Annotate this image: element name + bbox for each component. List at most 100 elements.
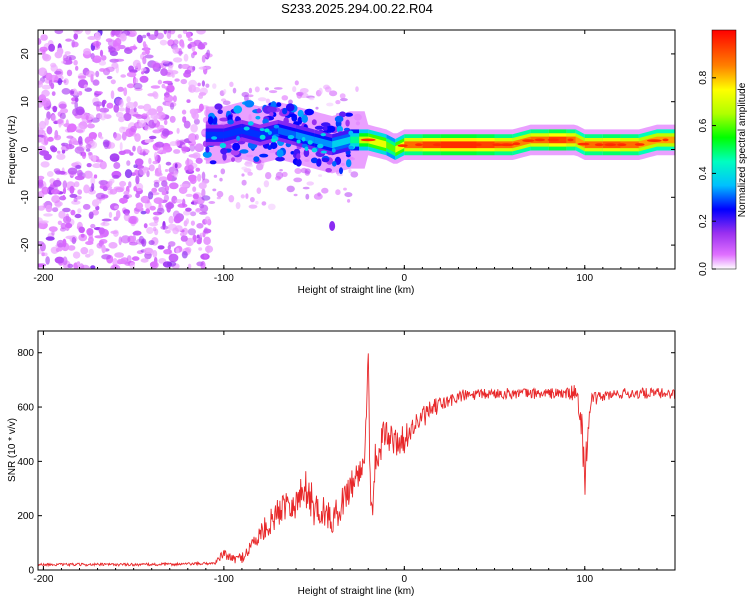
noise-speckle <box>119 197 128 204</box>
noise-speckle <box>188 133 197 142</box>
bright-blob <box>320 150 327 154</box>
noise-speckle <box>73 181 80 188</box>
noise-speckle <box>257 97 267 102</box>
noise-speckle <box>102 99 107 105</box>
bright-blob <box>317 143 324 149</box>
noise-speckle <box>255 200 259 205</box>
noise-speckle <box>83 84 88 89</box>
bright-blob <box>307 140 313 145</box>
noise-speckle <box>67 245 76 251</box>
noise-speckle <box>137 105 145 109</box>
noise-speckle <box>85 253 91 258</box>
turbulent-blob <box>334 115 344 123</box>
noise-speckle <box>169 182 179 190</box>
noise-speckle <box>187 164 194 172</box>
noise-speckle <box>339 93 346 99</box>
noise-speckle <box>157 245 165 250</box>
noise-speckle <box>48 78 53 87</box>
noise-speckle <box>201 80 205 87</box>
noise-speckle <box>186 31 191 39</box>
noise-speckle <box>88 132 98 139</box>
noise-speckle <box>133 186 138 192</box>
noise-speckle <box>38 80 43 85</box>
snr-content <box>38 353 675 568</box>
noise-speckle <box>66 55 76 61</box>
ridge-band-core <box>350 136 360 144</box>
noise-speckle <box>110 90 115 99</box>
noise-speckle <box>195 167 201 172</box>
noise-speckle <box>142 34 147 39</box>
noise-speckle <box>336 173 344 177</box>
noise-speckle <box>173 170 178 178</box>
ridge-band-core <box>205 131 224 139</box>
noise-speckle <box>41 97 51 107</box>
turbulent-blob <box>205 146 210 153</box>
noise-speckle <box>42 202 47 208</box>
noise-speckle <box>294 168 302 174</box>
noise-speckle <box>95 70 100 78</box>
noise-speckle <box>57 220 63 225</box>
noise-speckle <box>58 103 67 109</box>
turbulent-blob <box>207 116 214 125</box>
noise-speckle <box>168 253 179 263</box>
noise-speckle <box>39 220 49 224</box>
noise-speckle <box>123 190 130 196</box>
bright-blob <box>320 133 326 137</box>
ridge-peak <box>547 138 560 142</box>
noise-speckle <box>56 153 66 160</box>
bright-blob <box>348 145 354 150</box>
noise-speckle <box>45 204 53 213</box>
noise-speckle <box>203 253 208 259</box>
noise-speckle <box>199 232 203 238</box>
noise-speckle <box>127 194 133 198</box>
bright-blob <box>211 136 218 140</box>
noise-speckle <box>293 193 298 197</box>
noise-speckle <box>40 161 50 168</box>
noise-speckle <box>99 68 106 72</box>
turbulent-blob <box>276 102 282 107</box>
noise-speckle <box>158 186 167 193</box>
noise-speckle <box>134 133 141 142</box>
noise-speckle <box>38 102 44 108</box>
noise-speckle <box>78 263 85 269</box>
noise-speckle <box>148 191 154 200</box>
noise-speckle <box>43 213 53 217</box>
noise-speckle <box>90 176 96 186</box>
noise-speckle <box>212 188 217 192</box>
noise-speckle <box>144 124 149 132</box>
noise-speckle <box>216 196 221 200</box>
noise-speckle <box>78 226 85 233</box>
colorbar: 0.0 0.2 0.4 0.6 0.8 Normalized spectral ampl… <box>698 29 748 276</box>
turbulent-blob <box>344 112 353 117</box>
noise-speckle <box>181 42 185 48</box>
noise-speckle <box>114 58 125 62</box>
noise-speckle <box>318 87 323 95</box>
noise-speckle <box>179 232 185 236</box>
noise-speckle <box>123 112 132 122</box>
noise-speckle <box>135 202 144 210</box>
noise-speckle <box>124 211 130 216</box>
ridge-peak <box>512 142 521 146</box>
noise-speckle <box>141 71 145 75</box>
noise-speckle <box>47 136 54 142</box>
noise-speckle <box>69 193 78 198</box>
noise-speckle <box>57 78 63 86</box>
noise-speckle <box>185 159 194 167</box>
noise-speckle <box>248 204 258 209</box>
noise-speckle <box>38 137 42 143</box>
y-tick-label: 20 <box>20 48 31 60</box>
noise-speckle <box>39 242 46 252</box>
noise-speckle <box>105 66 115 73</box>
noise-speckle <box>143 247 153 254</box>
noise-speckle <box>143 223 148 229</box>
turbulent-blob <box>303 149 310 157</box>
noise-speckle <box>95 91 103 95</box>
ridge-peak <box>522 139 535 143</box>
noise-speckle <box>273 87 283 90</box>
noise-speckle <box>244 160 253 164</box>
noise-speckle <box>52 207 59 213</box>
noise-speckle <box>154 30 159 37</box>
noise-speckle <box>38 67 48 77</box>
ridge-peak <box>534 138 546 142</box>
noise-speckle <box>126 71 137 78</box>
